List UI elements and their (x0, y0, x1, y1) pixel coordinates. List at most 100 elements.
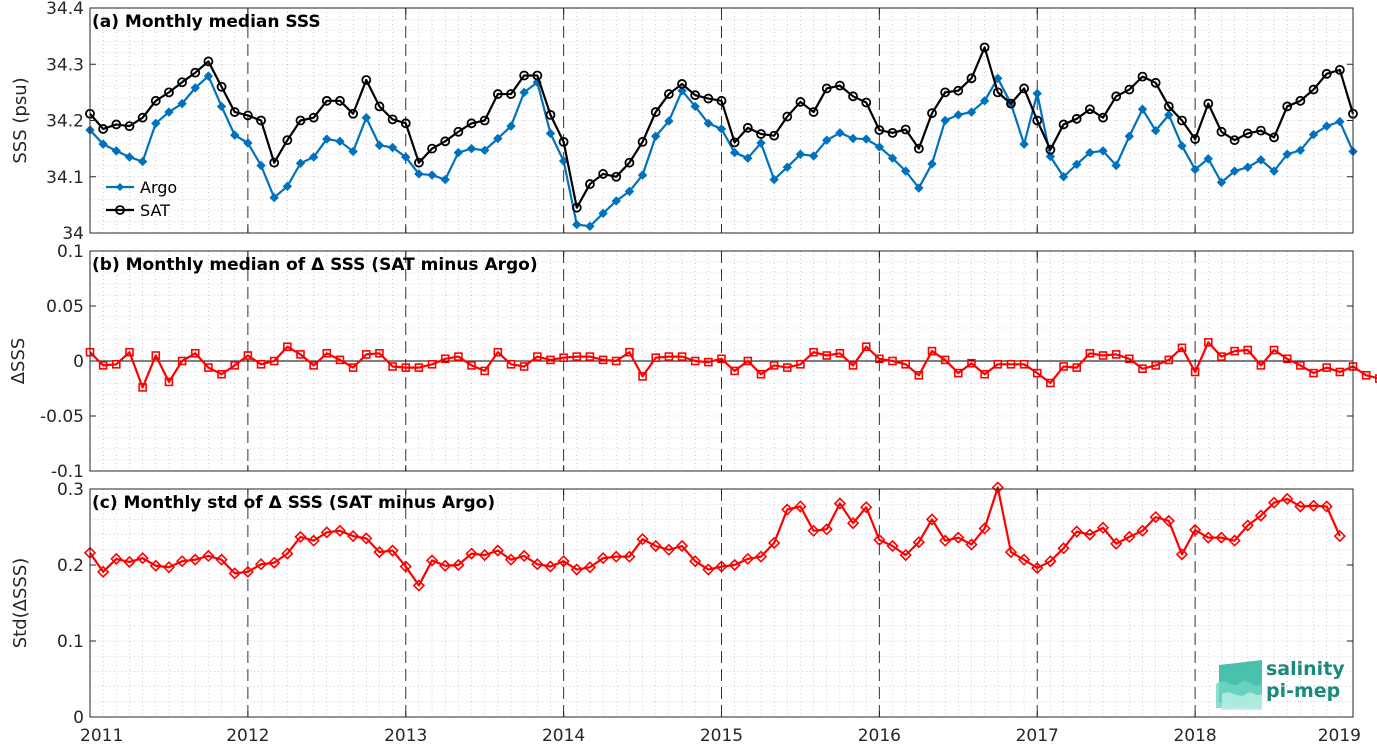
data-point (912, 536, 925, 549)
y-tick-label: 0 (73, 352, 84, 372)
data-point (729, 137, 740, 148)
data-point (374, 140, 385, 150)
data-point (663, 89, 674, 99)
data-point (1044, 555, 1057, 568)
data-point (953, 85, 964, 96)
logo-text-pi-mep: pi-mep (1266, 680, 1340, 702)
data-point (572, 219, 582, 230)
data-point (519, 87, 529, 98)
data-point (729, 147, 740, 158)
data-point (703, 118, 714, 129)
data-point (532, 70, 543, 81)
data-point (638, 372, 647, 381)
data-point (256, 160, 266, 171)
data-point (927, 346, 937, 356)
data-point (137, 112, 148, 123)
data-point (294, 530, 307, 544)
data-point (360, 532, 373, 545)
data-point (308, 112, 319, 123)
data-point (1188, 523, 1202, 537)
data-point (269, 157, 280, 168)
data-point (796, 359, 805, 369)
data-point (1375, 374, 1377, 383)
data-point (756, 138, 766, 148)
data-point (664, 116, 674, 126)
data-point (242, 110, 253, 121)
series-line (89, 46, 1355, 209)
data-point (821, 83, 832, 94)
data-point (425, 554, 439, 567)
data-point (756, 129, 766, 139)
data-point (335, 95, 345, 106)
data-point (741, 552, 754, 566)
data-point (281, 547, 294, 560)
minor-grid (90, 489, 1353, 717)
data-point (1333, 529, 1346, 543)
x-tick-label: 2017 (1016, 726, 1059, 745)
data-point (479, 115, 490, 126)
data-point (625, 347, 634, 357)
data-point (241, 565, 255, 578)
data-point (1229, 135, 1240, 146)
data-point (1045, 151, 1056, 162)
y-tick-label: 0.05 (46, 297, 84, 317)
data-point (1058, 172, 1069, 182)
data-point (822, 135, 832, 145)
data-point (637, 170, 648, 180)
data-point (559, 353, 568, 363)
data-point (335, 136, 345, 147)
data-point (1111, 350, 1121, 359)
data-point (1006, 359, 1016, 369)
data-point (98, 361, 108, 370)
data-point (1111, 91, 1122, 102)
data-point (1032, 115, 1043, 126)
data-point (756, 369, 766, 379)
data-point (1256, 155, 1266, 165)
data-point (348, 108, 359, 119)
data-point (1320, 500, 1333, 513)
data-point (900, 166, 911, 176)
data-point (585, 179, 595, 189)
data-point (1229, 166, 1240, 176)
data-point (966, 73, 977, 84)
data-point (1137, 71, 1148, 82)
data-point (1215, 531, 1228, 544)
data-point (913, 143, 924, 154)
minor-grid (90, 251, 1353, 471)
data-point (1190, 134, 1201, 144)
data-point (1072, 363, 1082, 372)
data-point (1295, 145, 1306, 156)
data-point (217, 369, 226, 379)
x-tick-label: 2019 (1318, 726, 1361, 745)
data-point (886, 539, 899, 553)
data-point (927, 159, 937, 169)
data-point (452, 558, 465, 572)
data-point (966, 107, 977, 117)
data-point (651, 353, 661, 363)
data-point (1032, 88, 1042, 99)
data-point (585, 221, 595, 231)
data-point (374, 101, 385, 112)
data-point (427, 359, 437, 369)
data-point (243, 138, 253, 148)
data-point (1110, 537, 1123, 550)
data-point (440, 174, 450, 185)
data-point (479, 145, 490, 156)
legend: Argo SAT (106, 178, 177, 220)
salinity-pi-mep-logo: salinity pi-mep (1216, 658, 1345, 710)
data-point (361, 75, 372, 85)
data-point (175, 555, 189, 568)
data-point (136, 552, 149, 565)
data-point (216, 101, 227, 112)
data-point (624, 157, 635, 168)
data-point (596, 552, 610, 565)
data-point (795, 149, 806, 159)
data-point (728, 558, 741, 572)
data-point (1282, 354, 1292, 364)
data-point (230, 130, 240, 140)
data-point (1294, 500, 1307, 513)
data-point (1059, 362, 1068, 371)
data-point (1084, 104, 1095, 115)
data-point (1177, 141, 1187, 151)
data-point (440, 354, 450, 364)
